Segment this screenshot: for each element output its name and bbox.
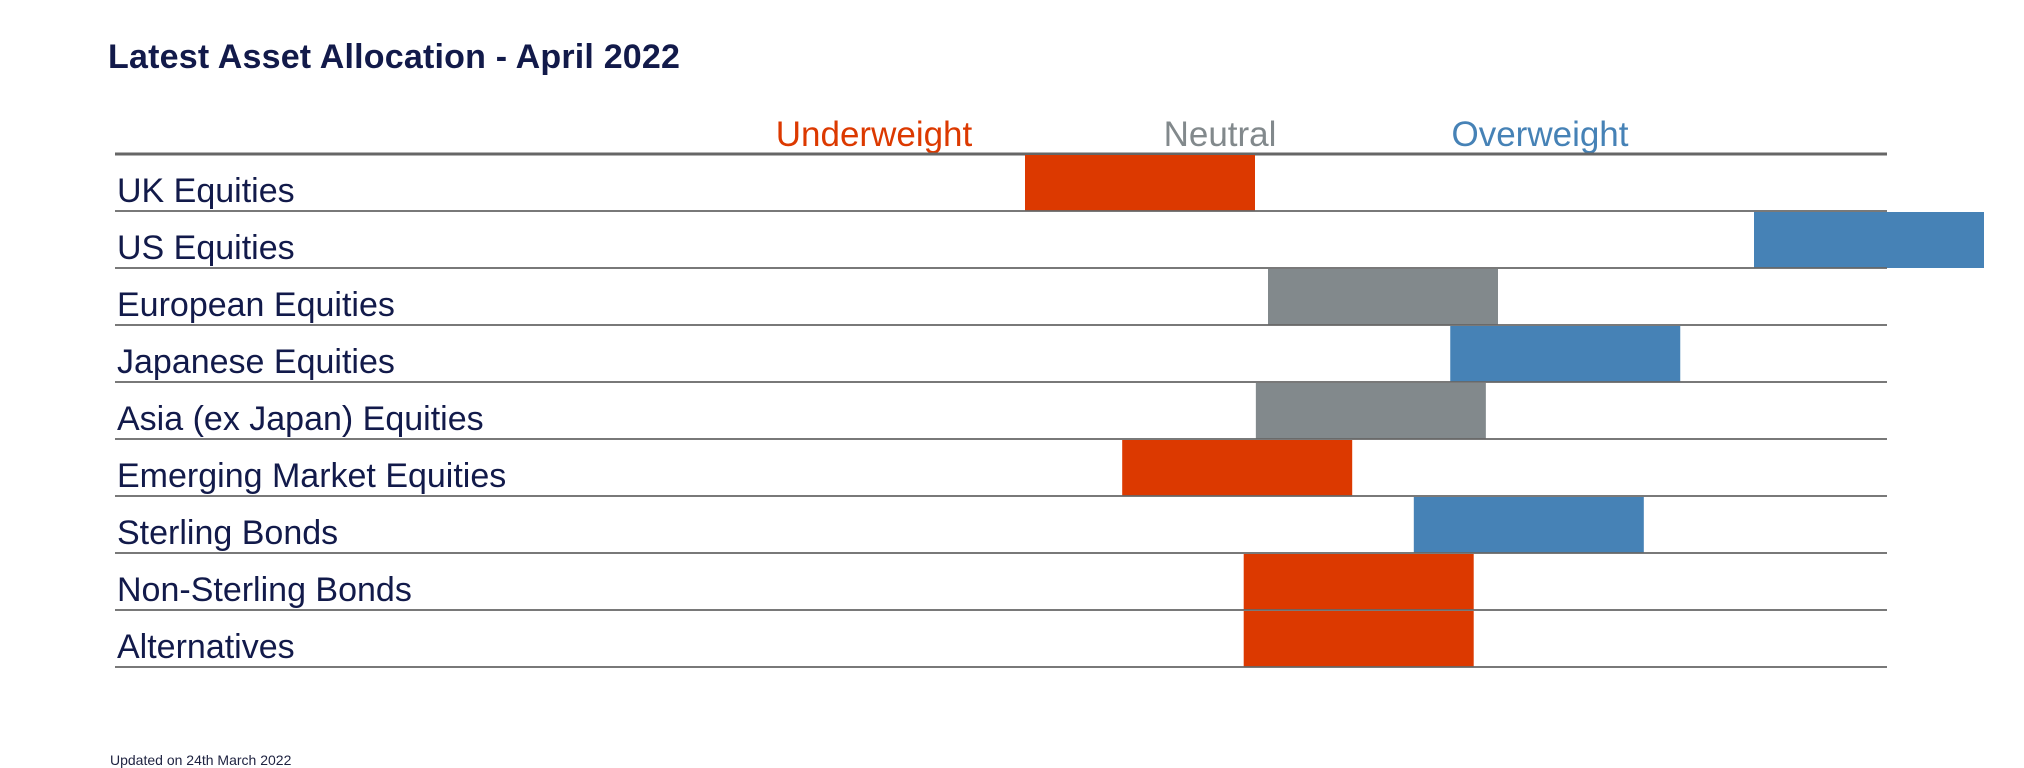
- category-label: Japanese Equities: [117, 343, 395, 381]
- bar-neutral: [1255, 383, 1486, 439]
- category-label: Non-Sterling Bonds: [117, 571, 412, 609]
- bar-overweight: [1754, 212, 1984, 268]
- bar-underweight: [1243, 611, 1474, 667]
- bar-underweight: [1243, 554, 1474, 610]
- category-label: Sterling Bonds: [117, 514, 338, 552]
- scale-header-neutral: Neutral: [1164, 115, 1277, 154]
- category-label: US Equities: [117, 229, 295, 267]
- category-label: European Equities: [117, 286, 395, 324]
- page-title: Latest Asset Allocation - April 2022: [108, 38, 681, 76]
- bar-overweight: [1413, 497, 1644, 553]
- scale-header-overweight: Overweight: [1451, 115, 1628, 154]
- category-label: Alternatives: [117, 628, 295, 666]
- category-label: UK Equities: [117, 172, 295, 210]
- category-label: Emerging Market Equities: [117, 457, 506, 495]
- bar-overweight: [1450, 326, 1681, 382]
- category-label: Asia (ex Japan) Equities: [117, 400, 484, 438]
- footnote: Updated on 24th March 2022: [110, 752, 292, 768]
- bar-underweight: [1025, 155, 1255, 211]
- bar-underweight: [1122, 440, 1353, 496]
- scale-header-underweight: Underweight: [776, 115, 973, 154]
- bar-neutral: [1268, 269, 1498, 325]
